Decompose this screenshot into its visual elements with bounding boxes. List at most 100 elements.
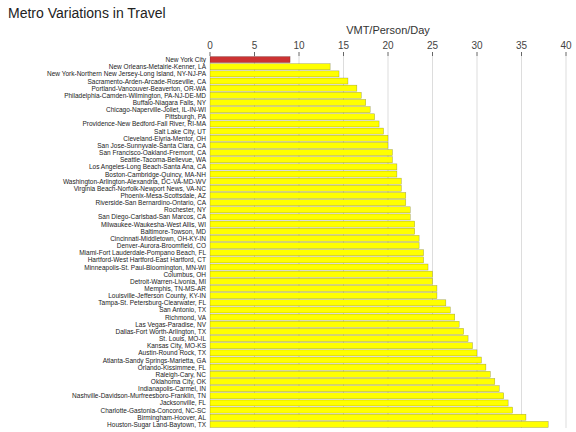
bar bbox=[210, 135, 388, 141]
bar bbox=[210, 64, 330, 70]
bar bbox=[210, 164, 397, 170]
bar bbox=[210, 207, 410, 213]
tick-label: 20 bbox=[382, 40, 394, 51]
tick-label: 35 bbox=[516, 40, 528, 51]
bar bbox=[210, 300, 446, 306]
bar bbox=[210, 307, 450, 313]
bar bbox=[210, 350, 477, 356]
grid-line bbox=[521, 56, 522, 428]
category-label: Providence-New Bedford-Fall River, RI-MA bbox=[82, 120, 206, 127]
category-label: Jacksonville, FL bbox=[160, 399, 207, 406]
bar bbox=[210, 378, 495, 384]
category-labels: New York CityNew Orleans-Metairie-Kenner… bbox=[47, 56, 207, 429]
category-label: Phoenix-Mesa-Scottsdale, AZ bbox=[120, 192, 206, 199]
bar bbox=[210, 364, 486, 370]
bar bbox=[210, 185, 401, 191]
bar bbox=[210, 221, 415, 227]
bar bbox=[210, 343, 473, 349]
grid-line bbox=[566, 56, 567, 428]
category-label: Houston-Sugar Land-Baytown, TX bbox=[107, 421, 207, 429]
bar bbox=[210, 321, 459, 327]
bar bbox=[210, 200, 406, 206]
tick-mark bbox=[210, 52, 211, 56]
bar bbox=[210, 293, 437, 299]
category-label: Hartford-West Hartford-East Hartford, CT bbox=[88, 256, 206, 263]
tick-label: 5 bbox=[252, 40, 258, 51]
bar bbox=[210, 92, 361, 98]
category-label: Richmond, VA bbox=[165, 314, 207, 321]
bar bbox=[210, 150, 392, 156]
bar bbox=[210, 157, 392, 163]
bar bbox=[210, 171, 397, 177]
bar bbox=[210, 78, 348, 84]
tick-label: 30 bbox=[471, 40, 483, 51]
bar bbox=[210, 328, 464, 334]
bar bbox=[210, 271, 433, 277]
category-label: Portland-Vancouver-Beaverton, OR-WA bbox=[91, 85, 206, 92]
category-label: Riverside-San Bernardino-Ontario, CA bbox=[95, 199, 206, 206]
bar bbox=[210, 192, 406, 198]
bar bbox=[210, 278, 433, 284]
category-label: Sacramento-Arden-Arcade-Roseville, CA bbox=[88, 78, 207, 85]
bar bbox=[210, 214, 410, 220]
category-label: Cincinnati-Middletown, OH-KY-IN bbox=[110, 235, 206, 242]
tick-mark bbox=[477, 52, 478, 56]
bar bbox=[210, 85, 357, 91]
tick-label: 0 bbox=[207, 40, 213, 51]
category-label: Baltimore-Towson, MD bbox=[141, 228, 207, 235]
category-label: San Antonio, TX bbox=[159, 306, 207, 313]
bar bbox=[210, 264, 428, 270]
category-label: Rochester, NY bbox=[164, 206, 207, 213]
category-label: Nashville-Davidson-Murfreesboro-Franklin… bbox=[72, 392, 206, 399]
category-label: Denver-Aurora-Broomfield, CO bbox=[117, 242, 206, 249]
tick-mark bbox=[254, 52, 255, 56]
x-axis-label: VMT/Person/Day bbox=[346, 24, 430, 36]
bar bbox=[210, 407, 513, 413]
bar bbox=[210, 336, 468, 342]
category-label: Detroit-Warren-Livonia, MI bbox=[130, 278, 206, 285]
category-label: St. Louis, MO-IL bbox=[159, 335, 206, 342]
bar bbox=[210, 421, 548, 427]
bar bbox=[210, 357, 481, 363]
bar bbox=[210, 107, 370, 113]
bar bbox=[210, 178, 401, 184]
bar bbox=[210, 414, 526, 420]
category-label: San Francisco-Oakland-Fremont, CA bbox=[99, 149, 207, 156]
tick-mark bbox=[521, 52, 522, 56]
category-label: Charlotte-Gastonia-Concord, NC-SC bbox=[101, 407, 207, 414]
bar bbox=[210, 393, 504, 399]
bar bbox=[210, 285, 437, 291]
category-label: Columbus, OH bbox=[163, 271, 206, 278]
bar bbox=[210, 128, 384, 134]
category-label: Milwaukee-Waukesha-West Allis, WI bbox=[101, 221, 206, 228]
title: Metro Variations in Travel bbox=[8, 5, 166, 21]
bar bbox=[210, 142, 388, 148]
tick-label: 15 bbox=[338, 40, 350, 51]
category-label: Orlando-Kissimmee, FL bbox=[138, 364, 207, 371]
bar bbox=[210, 71, 339, 77]
bar bbox=[210, 228, 415, 234]
tick-label: 40 bbox=[560, 40, 572, 51]
bar bbox=[210, 371, 490, 377]
tick-mark bbox=[299, 52, 300, 56]
grid bbox=[210, 56, 566, 428]
tick-mark bbox=[388, 52, 389, 56]
category-label: New Orleans-Metairie-Kenner, LA bbox=[109, 63, 207, 70]
bars bbox=[210, 57, 548, 428]
tick-label: 25 bbox=[427, 40, 439, 51]
bar bbox=[210, 250, 424, 256]
bar bbox=[210, 386, 499, 392]
bar bbox=[210, 57, 290, 63]
bar bbox=[210, 314, 455, 320]
bar bbox=[210, 400, 508, 406]
bar bbox=[210, 121, 379, 127]
bar bbox=[210, 257, 424, 263]
category-label: Austin-Round Rock, TX bbox=[138, 349, 206, 356]
bar bbox=[210, 114, 375, 120]
chart: Metro Variations in Travel VMT/Person/Day… bbox=[0, 0, 576, 432]
tick-label: 10 bbox=[293, 40, 305, 51]
bar bbox=[210, 243, 419, 249]
tick-mark bbox=[432, 52, 433, 56]
bar bbox=[210, 99, 366, 105]
bar bbox=[210, 235, 419, 241]
